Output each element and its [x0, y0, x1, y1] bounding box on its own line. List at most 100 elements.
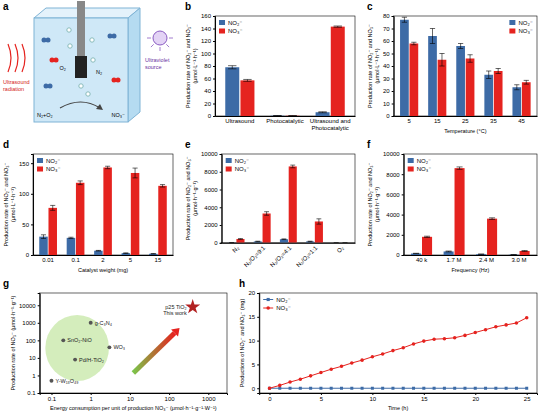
- sound-wave: [22, 44, 25, 72]
- x-axis-title: Temperature (°C): [444, 128, 486, 134]
- tick: 6000: [386, 192, 403, 198]
- tick: 15: [434, 118, 441, 124]
- tick: 80: [204, 63, 215, 69]
- tick-label: 15: [155, 257, 162, 263]
- tick: 35: [490, 118, 497, 124]
- tick: 150: [19, 161, 33, 167]
- error-bar: [514, 85, 519, 90]
- tick-label: 15: [421, 396, 428, 402]
- tick: 50: [22, 222, 33, 228]
- tick-mark: [213, 16, 215, 17]
- reaction-arrow: [60, 102, 100, 108]
- tick-label: 100: [26, 338, 37, 344]
- legend-swatch: [37, 158, 43, 163]
- tick: 120: [201, 38, 215, 44]
- figure: aUltrasoundradiationUltravioletsourceO₂N…: [0, 0, 546, 415]
- tick-label: 4000: [204, 205, 218, 211]
- bar: [39, 237, 47, 255]
- tick-mark: [392, 91, 394, 92]
- tick-label: 0.1: [27, 390, 36, 396]
- tick: 2.4 M: [479, 257, 494, 263]
- point: [329, 367, 333, 371]
- bar: [438, 60, 447, 116]
- x-axis: 40 k1.7 M2.4 M3.0 M: [404, 256, 537, 264]
- axis-line: [213, 17, 216, 117]
- bubble: [67, 28, 71, 32]
- plot: 020004000600080001000040 k1.7 M2.4 M3.0 …: [367, 151, 537, 273]
- panel: b020406080100120140160UltrasoundPhotocat…: [185, 1, 356, 131]
- panel-letter: b: [185, 1, 191, 12]
- error-bar: [478, 254, 484, 255]
- point: [330, 387, 333, 390]
- diagram: aUltrasoundradiationUltravioletsourceO₂N…: [3, 1, 173, 122]
- tick: Ultrasound: [225, 118, 254, 124]
- uv-ray: [166, 44, 169, 47]
- error-bar: [343, 242, 348, 243]
- legend-swatch: [408, 167, 414, 172]
- error-bar: [78, 181, 83, 185]
- tick: 2000: [204, 222, 221, 228]
- error-bar: [290, 165, 295, 168]
- tick-label: 0.01: [42, 257, 54, 263]
- tick: 20: [472, 393, 479, 402]
- tick: 100: [165, 393, 176, 402]
- tick: 8000: [386, 172, 403, 178]
- tick-label: 25: [524, 396, 531, 402]
- bubble: [90, 38, 94, 42]
- legend-label: NO₃⁻: [276, 305, 291, 311]
- tick-label: 160: [201, 13, 212, 19]
- tick-label: 3.0 M: [512, 257, 527, 263]
- point-label: Y-W₁₈O₄₉: [55, 378, 78, 384]
- bar: [411, 253, 421, 255]
- bar: [149, 254, 157, 255]
- x-axis: 0.11101001000: [40, 393, 227, 402]
- legend-label: NO₂⁻: [46, 158, 61, 164]
- tick-mark: [213, 66, 215, 67]
- legend-swatch: [219, 29, 225, 34]
- tick: 5: [252, 362, 259, 368]
- point: [443, 337, 447, 341]
- tick-mark: [475, 393, 476, 395]
- tick-label: 20: [383, 88, 390, 94]
- bar: [410, 44, 419, 117]
- tick-label: 1: [90, 396, 94, 402]
- legend-swatch: [219, 20, 225, 25]
- tick-mark: [31, 255, 33, 256]
- tick: 10: [127, 393, 134, 402]
- bar: [466, 59, 475, 117]
- plot: 020406080100120140160UltrasoundPhotocata…: [185, 13, 355, 130]
- y-axis-title: Productions of NO₂⁻ and NO₃⁻ (mg): [239, 299, 245, 388]
- diagram-label: NO₃⁻: [112, 112, 125, 118]
- tick: Ultrasound andPhotocatalytic: [310, 118, 351, 131]
- error-bar: [486, 71, 491, 79]
- legend: NO₂⁻NO₃⁻: [408, 158, 432, 173]
- error-bar: [238, 238, 243, 240]
- tick-label: N₂/O₂=1:1: [295, 244, 319, 268]
- tick-label: 50: [22, 222, 29, 228]
- x-axis: N₂N₂/O₂=9:1N₂/O₂=4:1N₂/O₂=1:1O₂: [222, 243, 355, 268]
- bar: [484, 75, 493, 116]
- tick: 1: [90, 393, 94, 402]
- tick-mark: [257, 388, 259, 389]
- tick-mark: [402, 215, 404, 216]
- tick-label: 10: [127, 396, 134, 402]
- tick-mark: [392, 79, 394, 80]
- point: [412, 342, 416, 346]
- uv-ray: [169, 38, 173, 39]
- point: [89, 321, 93, 325]
- tick-mark: [38, 323, 40, 324]
- tick-mark: [220, 172, 222, 173]
- tick: 0.1: [48, 393, 57, 402]
- tick-label: 0: [396, 252, 400, 258]
- point: [278, 384, 282, 388]
- tick: 10: [29, 355, 40, 361]
- error-bar: [96, 250, 101, 252]
- y-axis-title: Production rate of NO₂⁻ and NO₃⁻(μmol·h⁻…: [185, 156, 198, 240]
- tick-mark: [130, 393, 131, 395]
- panel-letter: c: [367, 1, 373, 12]
- bar: [76, 183, 84, 255]
- tick-mark: [213, 41, 215, 42]
- tick: 15: [421, 393, 428, 402]
- trend-arrow-head: [171, 328, 180, 336]
- error-bar: [151, 253, 156, 254]
